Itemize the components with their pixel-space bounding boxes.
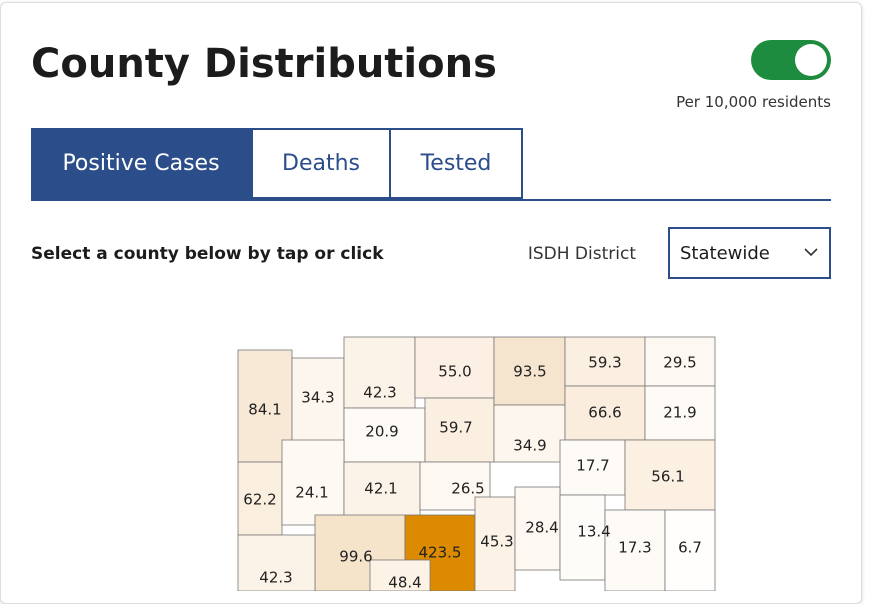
county[interactable] [493, 336, 566, 406]
county-value: 42.1 [364, 480, 397, 498]
county[interactable] [237, 534, 316, 591]
tab[interactable]: Tested [389, 128, 523, 199]
district-value: Statewide [680, 242, 770, 264]
county[interactable] [343, 336, 416, 409]
county-value: 34.3 [301, 389, 334, 407]
instruction: Select a county below by tap or click [31, 244, 384, 264]
county-value: 34.9 [513, 437, 546, 455]
county-value: 423.5 [419, 544, 462, 562]
chevron [804, 248, 818, 257]
page: County Distributions Per 10,000 resident… [0, 2, 862, 604]
county-value: 84.1 [248, 401, 281, 419]
county-value: 62.2 [243, 491, 276, 509]
county-value: 20.9 [365, 423, 398, 441]
county[interactable] [624, 439, 716, 511]
county-value: 55.0 [438, 363, 471, 381]
district-select[interactable]: Statewide [668, 227, 831, 279]
county-value: 66.6 [588, 404, 621, 422]
county[interactable] [419, 461, 491, 511]
county[interactable] [564, 385, 646, 441]
toggle[interactable] [751, 40, 831, 80]
county[interactable] [424, 397, 495, 463]
county-value: 17.7 [576, 457, 609, 475]
county[interactable] [369, 559, 431, 591]
county-value: 56.1 [651, 468, 684, 486]
county-value: 21.9 [663, 404, 696, 422]
county[interactable] [493, 404, 566, 463]
county-value: 42.3 [363, 384, 396, 402]
county[interactable] [604, 509, 666, 591]
title: County Distributions [31, 41, 497, 87]
county[interactable] [343, 407, 426, 463]
county[interactable] [291, 357, 345, 451]
district-label: ISDH District [527, 244, 636, 264]
card: County Distributions Per 10,000 resident… [0, 2, 862, 604]
county[interactable] [644, 336, 716, 387]
tab[interactable]: Positive Cases [31, 128, 251, 199]
county-value: 93.5 [513, 363, 546, 381]
county-value: 59.3 [588, 354, 621, 372]
county-value: 6.7 [678, 539, 702, 557]
county[interactable] [414, 336, 495, 399]
county-value: 42.3 [259, 569, 292, 587]
county-value: 26.5 [451, 480, 484, 498]
county[interactable] [237, 461, 283, 536]
county-value: 13.4 [577, 523, 610, 541]
county-value: 99.6 [339, 548, 372, 566]
county-value: 48.4 [388, 574, 421, 592]
county-map: 84.1 34.3 42.3 20.9 55.0 59.7 93.5 34.9 59.3 29.5… [237, 336, 716, 592]
county-value: 17.3 [618, 539, 651, 557]
tabs: Positive Cases Deaths Tested [31, 128, 831, 201]
toggle-label: Per 10,000 residents [676, 93, 831, 111]
county[interactable] [664, 509, 716, 591]
county[interactable] [474, 496, 516, 591]
county[interactable] [281, 439, 345, 526]
county-value: 59.7 [439, 419, 472, 437]
county[interactable] [343, 461, 421, 521]
county-value: 24.1 [295, 484, 328, 502]
county-value: 29.5 [663, 354, 696, 372]
county-value: 28.4 [525, 519, 558, 537]
county-value: 45.3 [480, 533, 513, 551]
county[interactable] [514, 486, 561, 571]
